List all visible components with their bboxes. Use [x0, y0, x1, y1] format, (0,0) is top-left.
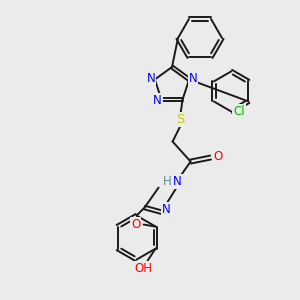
Text: N: N [189, 72, 197, 85]
Text: N: N [153, 94, 162, 107]
Text: S: S [176, 113, 185, 126]
Text: N: N [173, 175, 182, 188]
Text: O: O [131, 218, 140, 231]
Text: H: H [163, 175, 172, 188]
Text: O: O [213, 150, 222, 163]
Text: OH: OH [135, 262, 153, 275]
Text: N: N [162, 203, 171, 216]
Text: Cl: Cl [233, 105, 245, 118]
Text: N: N [146, 72, 155, 85]
